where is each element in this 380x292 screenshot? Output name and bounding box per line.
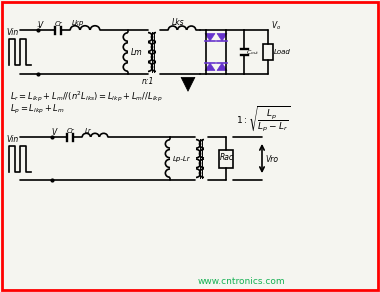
Text: $1:\sqrt{\dfrac{L_p}{L_p - L_r}}$: $1:\sqrt{\dfrac{L_p}{L_p - L_r}}$	[236, 105, 290, 134]
Text: +: +	[36, 24, 41, 29]
Text: Lks: Lks	[172, 18, 185, 27]
Text: V: V	[37, 21, 42, 30]
Text: Vro: Vro	[265, 154, 278, 164]
Text: $V_o$: $V_o$	[271, 19, 281, 32]
Polygon shape	[205, 63, 215, 70]
Polygon shape	[217, 34, 227, 41]
Polygon shape	[205, 34, 215, 41]
Text: V: V	[51, 128, 56, 137]
Text: Lkp: Lkp	[72, 20, 84, 26]
Text: Load: Load	[274, 49, 291, 55]
Polygon shape	[217, 63, 227, 70]
Bar	[219, 150, 233, 168]
Text: Cr: Cr	[55, 21, 63, 27]
Text: n:1: n:1	[142, 77, 154, 86]
Text: $L_r = L_{lkp} + L_m //(n^2 L_{lks}) = L_{lkp} + L_m // L_{lkp}$: $L_r = L_{lkp} + L_m //(n^2 L_{lks}) = L…	[10, 90, 163, 105]
Text: $C_{out}$: $C_{out}$	[246, 48, 260, 57]
Text: Cr: Cr	[67, 128, 75, 134]
Bar	[263, 44, 273, 60]
Text: Lp-Lr: Lp-Lr	[173, 157, 191, 163]
Text: www.cntronics.com: www.cntronics.com	[198, 277, 286, 286]
Text: Lr: Lr	[85, 128, 92, 134]
Text: Vin: Vin	[6, 135, 18, 143]
Text: Rac: Rac	[220, 154, 234, 163]
Text: Vin: Vin	[6, 28, 18, 37]
Text: Lm: Lm	[131, 48, 142, 57]
Text: $L_p = L_{lkp} + L_m$: $L_p = L_{lkp} + L_m$	[10, 103, 65, 117]
